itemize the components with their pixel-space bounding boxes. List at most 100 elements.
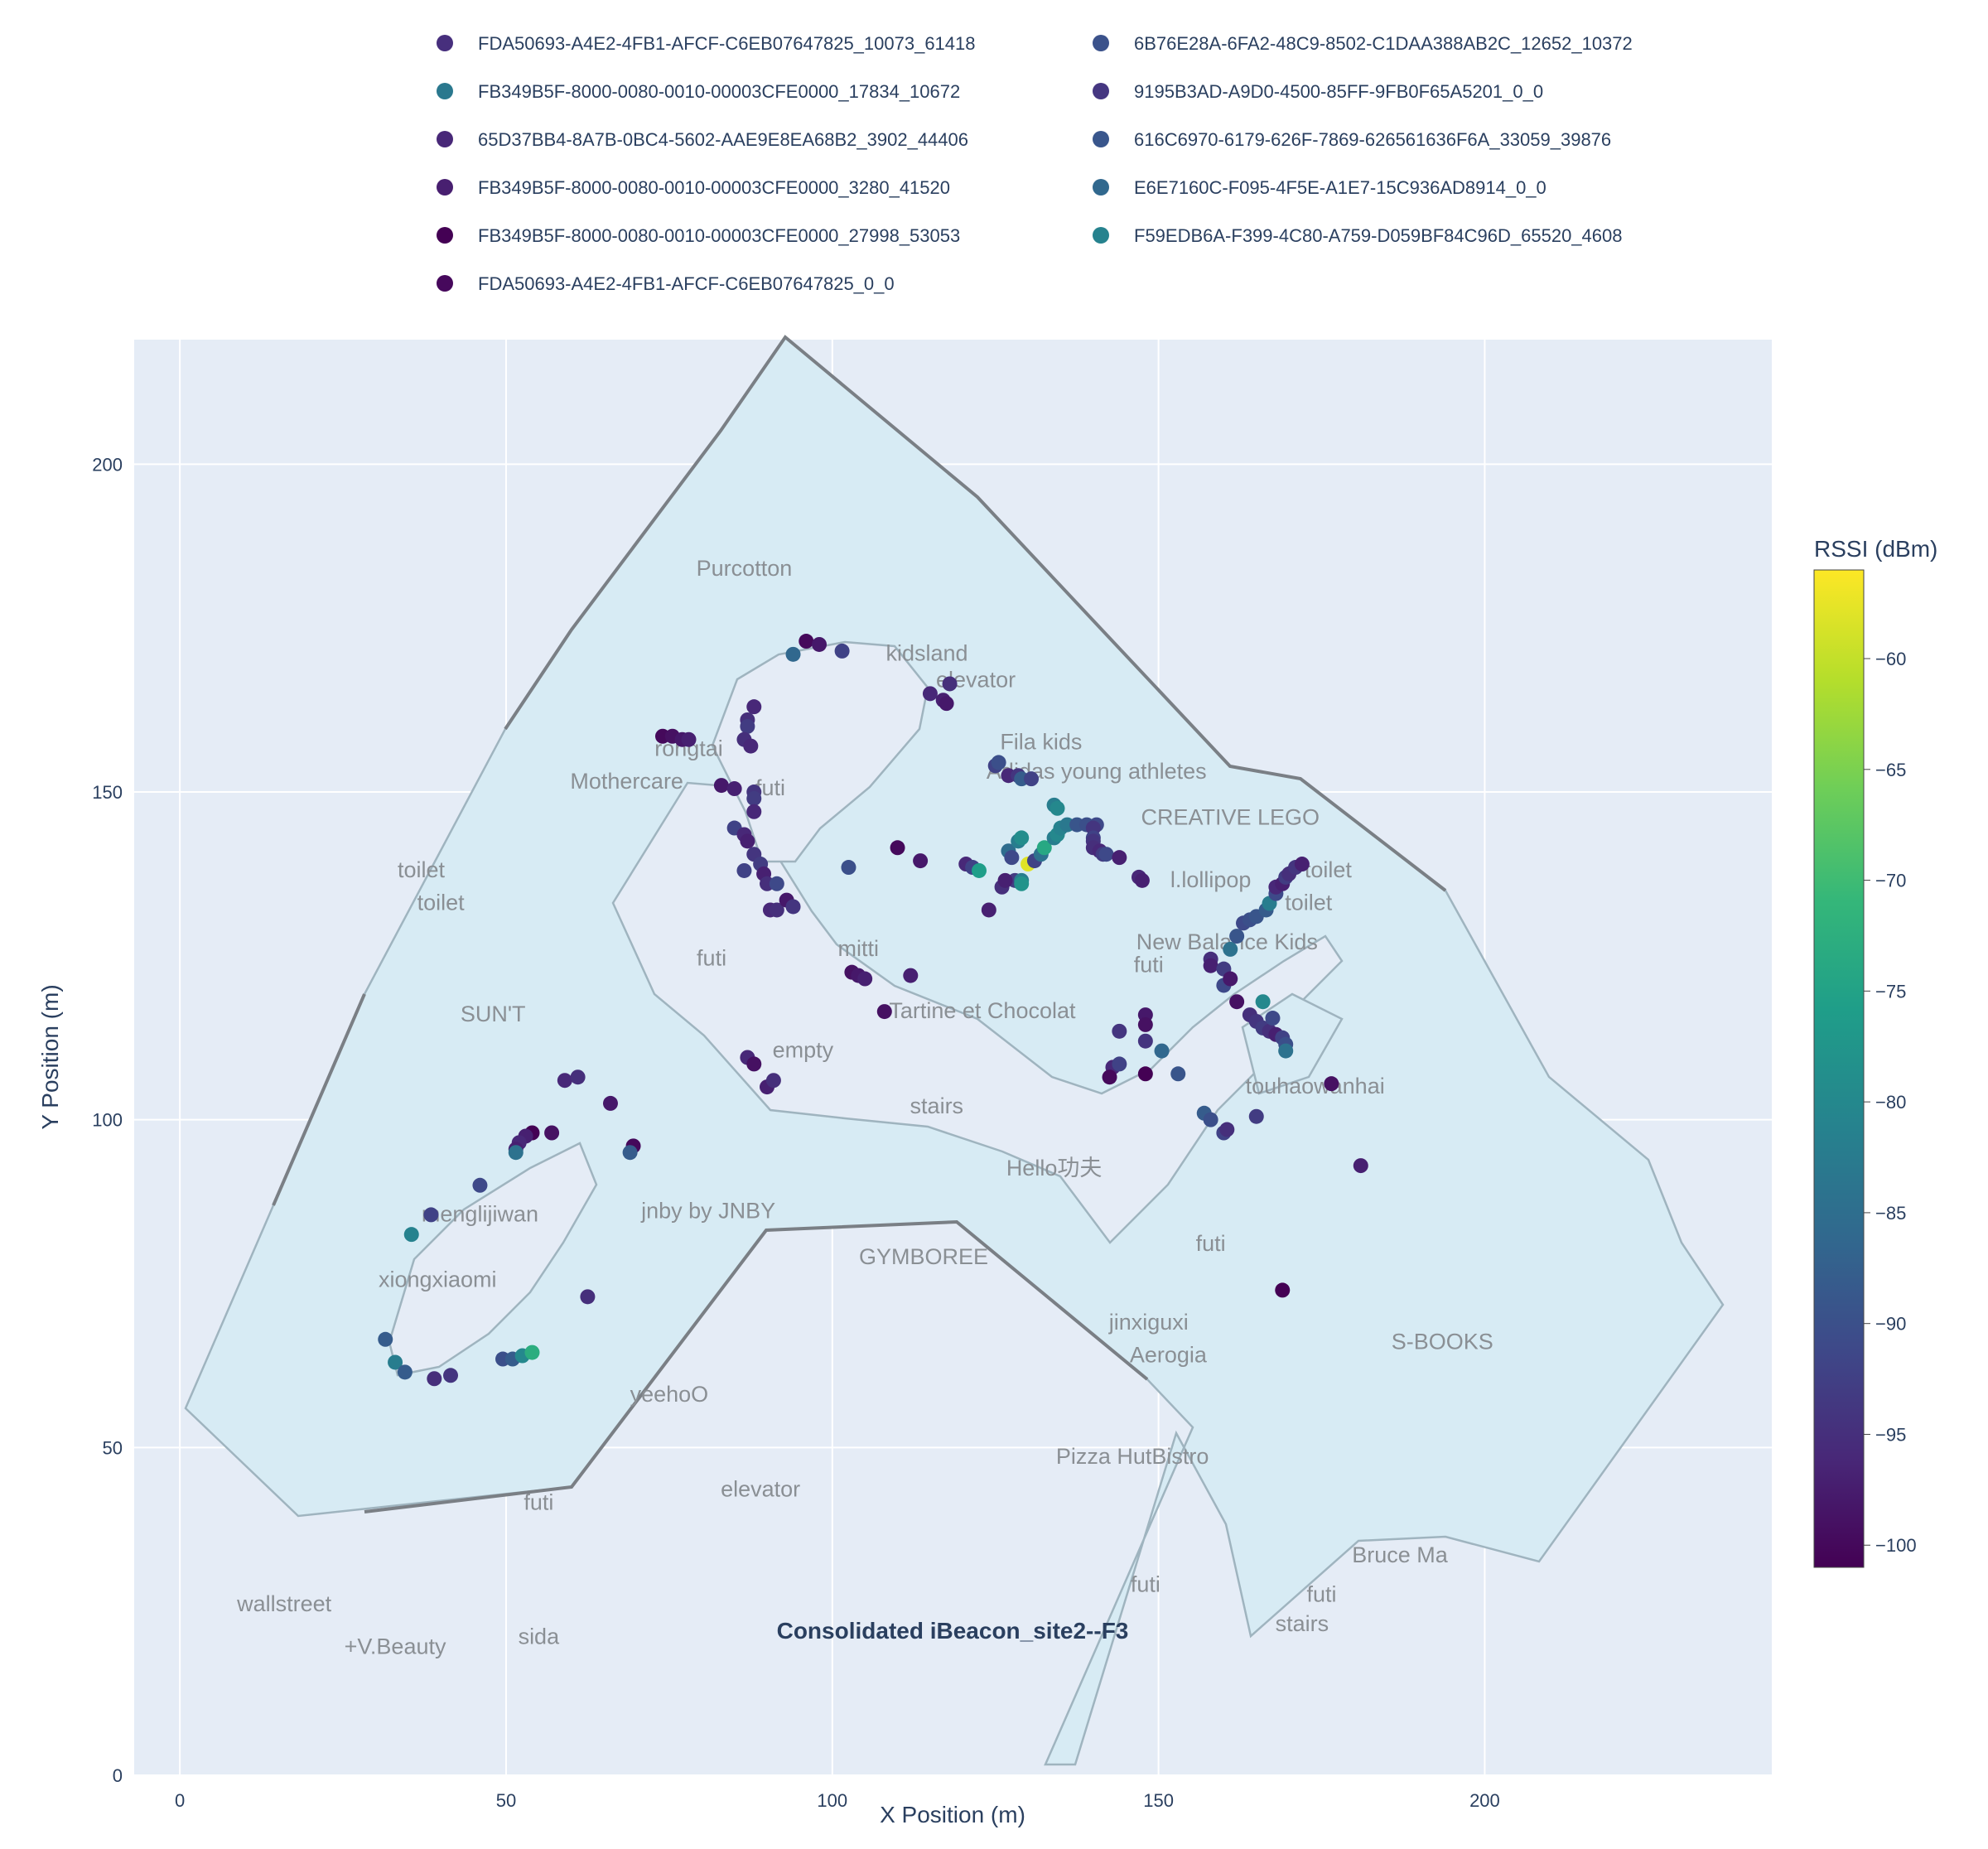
map-place-label: Mothercare: [570, 769, 683, 794]
legend-label: FB349B5F-8000-0080-0010-00003CFE0000_279…: [478, 225, 960, 246]
data-point: [1112, 1023, 1127, 1039]
data-point: [403, 1227, 419, 1243]
floor-outline: [504, 335, 1447, 892]
legend-item[interactable]: E6E7160C-F095-4F5E-A1E7-15C936AD8914_0_0: [1093, 177, 1546, 198]
legend-item[interactable]: 6B76E28A-6FA2-48C9-8502-C1DAA388AB2C_126…: [1093, 33, 1633, 54]
data-point: [746, 804, 762, 819]
axes: 0 50 100 150 200 0 50 100 150 200: [92, 454, 1500, 1811]
data-point: [1102, 1069, 1117, 1085]
legend-marker: [437, 179, 453, 196]
data-point: [1223, 941, 1238, 957]
data-point: [785, 646, 801, 662]
map-place-label: futi: [1131, 1571, 1160, 1596]
floor-outline-south: [364, 1219, 1149, 1513]
x-axis-title: X Position (m): [880, 1802, 1025, 1827]
data-point: [1170, 1066, 1186, 1082]
x-tick-label: 50: [496, 1790, 516, 1811]
map-place-label: touhaowanhai: [1246, 1074, 1385, 1098]
map-place-label: kidsland: [885, 641, 967, 666]
data-point: [913, 853, 929, 869]
y-tick-label: 50: [103, 1437, 123, 1458]
data-point: [557, 1073, 572, 1089]
data-point: [890, 840, 905, 856]
data-point: [857, 971, 873, 987]
legend-label: FB349B5F-8000-0080-0010-00003CFE0000_328…: [478, 177, 950, 198]
colorbar-tick-label: −95: [1875, 1424, 1906, 1445]
legend-label: 9195B3AD-A9D0-4500-85FF-9FB0F65A5201_0_0: [1134, 81, 1543, 102]
legend-item[interactable]: 65D37BB4-8A7B-0BC4-5602-AAE9E8EA68B2_390…: [437, 129, 968, 150]
map-place-label: toilet: [1305, 857, 1353, 882]
map-place-label: empty: [773, 1038, 834, 1063]
legend-label: 65D37BB4-8A7B-0BC4-5602-AAE9E8EA68B2_390…: [478, 129, 968, 150]
floor-plan-map: [184, 336, 1725, 1766]
map-place-label: toilet: [417, 890, 466, 915]
data-point: [726, 781, 742, 797]
x-tick-label: 150: [1143, 1790, 1174, 1811]
colorbar-tick-label: −75: [1875, 981, 1906, 1002]
legend-marker: [437, 227, 453, 244]
y-tick-label: 150: [92, 782, 123, 803]
map-place-label: futi: [1307, 1581, 1337, 1606]
legend-label: FDA50693-A4E2-4FB1-AFCF-C6EB07647825_0_0: [478, 273, 895, 294]
data-point: [1036, 840, 1052, 856]
map-place-label: +V.Beauty: [345, 1634, 446, 1659]
legend-item[interactable]: F59EDB6A-F399-4C80-A759-D059BF84C96D_655…: [1093, 225, 1623, 246]
legend-item[interactable]: FB349B5F-8000-0080-0010-00003CFE0000_279…: [437, 225, 960, 246]
map-place-label: toilet: [398, 857, 446, 882]
legend-item[interactable]: FB349B5F-8000-0080-0010-00003CFE0000_328…: [437, 177, 950, 198]
data-point: [472, 1177, 488, 1193]
colorbar-tick-label: −80: [1875, 1092, 1906, 1113]
legend-item[interactable]: FDA50693-A4E2-4FB1-AFCF-C6EB07647825_100…: [437, 33, 976, 54]
data-point: [1324, 1076, 1339, 1092]
legend[interactable]: FDA50693-A4E2-4FB1-AFCF-C6EB07647825_100…: [437, 33, 1633, 294]
legend-item[interactable]: 616C6970-6179-626F-7869-626561636F6A_330…: [1093, 129, 1611, 150]
data-point: [765, 1073, 781, 1089]
data-point: [681, 731, 697, 747]
colorbar-tick-label: −65: [1875, 760, 1906, 780]
data-point: [799, 634, 814, 649]
colorbar-scale: [1813, 569, 1865, 1568]
colorbar-tick-label: −100: [1875, 1535, 1917, 1556]
data-point: [736, 862, 752, 878]
x-tick-label: 0: [175, 1790, 185, 1811]
map-place-label: SUN'T: [461, 1002, 526, 1026]
x-tick-label: 100: [817, 1790, 847, 1811]
y-axis-title: Y Position (m): [37, 984, 63, 1129]
map-place-label: menglijiwan: [422, 1201, 538, 1226]
data-point: [1014, 876, 1030, 891]
data-point: [740, 718, 755, 734]
legend-marker: [1093, 179, 1109, 196]
data-point: [524, 1345, 540, 1360]
colorbar-ticks: −100 −95 −90 −85 −80 −75 −70 −65 −60: [1864, 649, 1917, 1556]
data-point: [1014, 830, 1030, 846]
map-place-label: Fila kids: [1000, 730, 1082, 755]
legend-item[interactable]: FB349B5F-8000-0080-0010-00003CFE0000_178…: [437, 81, 960, 102]
colorbar[interactable]: RSSI (dBm) −100 −95 −90 −85 −80 −75 −70 −65 −60: [1813, 536, 1937, 1568]
legend-item[interactable]: FDA50693-A4E2-4FB1-AFCF-C6EB07647825_0_0: [437, 273, 895, 294]
legend-marker: [437, 35, 453, 51]
data-point: [544, 1125, 560, 1141]
data-point: [580, 1289, 596, 1305]
map-place-label: l.lollipop: [1170, 867, 1252, 892]
y-tick-label: 100: [92, 1110, 123, 1131]
data-point: [1004, 850, 1020, 866]
legend-item[interactable]: 9195B3AD-A9D0-4500-85FF-9FB0F65A5201_0_0: [1093, 81, 1543, 102]
data-point: [743, 738, 759, 754]
data-point: [1248, 1108, 1264, 1124]
map-place-label: xiongxiaomi: [379, 1267, 497, 1291]
legend-marker: [1093, 227, 1109, 244]
map-place-label: wallstreet: [236, 1591, 332, 1616]
plot-annotation: Consolidated iBeacon_site2--F3: [777, 1618, 1129, 1644]
map-place-label: elevator: [721, 1477, 800, 1502]
data-point: [812, 636, 828, 652]
data-point: [1112, 850, 1127, 866]
data-point: [981, 902, 996, 918]
data-point: [1137, 1033, 1153, 1049]
map-place-label: GYMBOREE: [859, 1244, 988, 1269]
data-point: [876, 1004, 892, 1020]
data-point: [1265, 1011, 1281, 1026]
legend-label: E6E7160C-F095-4F5E-A1E7-15C936AD8914_0_0: [1134, 177, 1546, 198]
